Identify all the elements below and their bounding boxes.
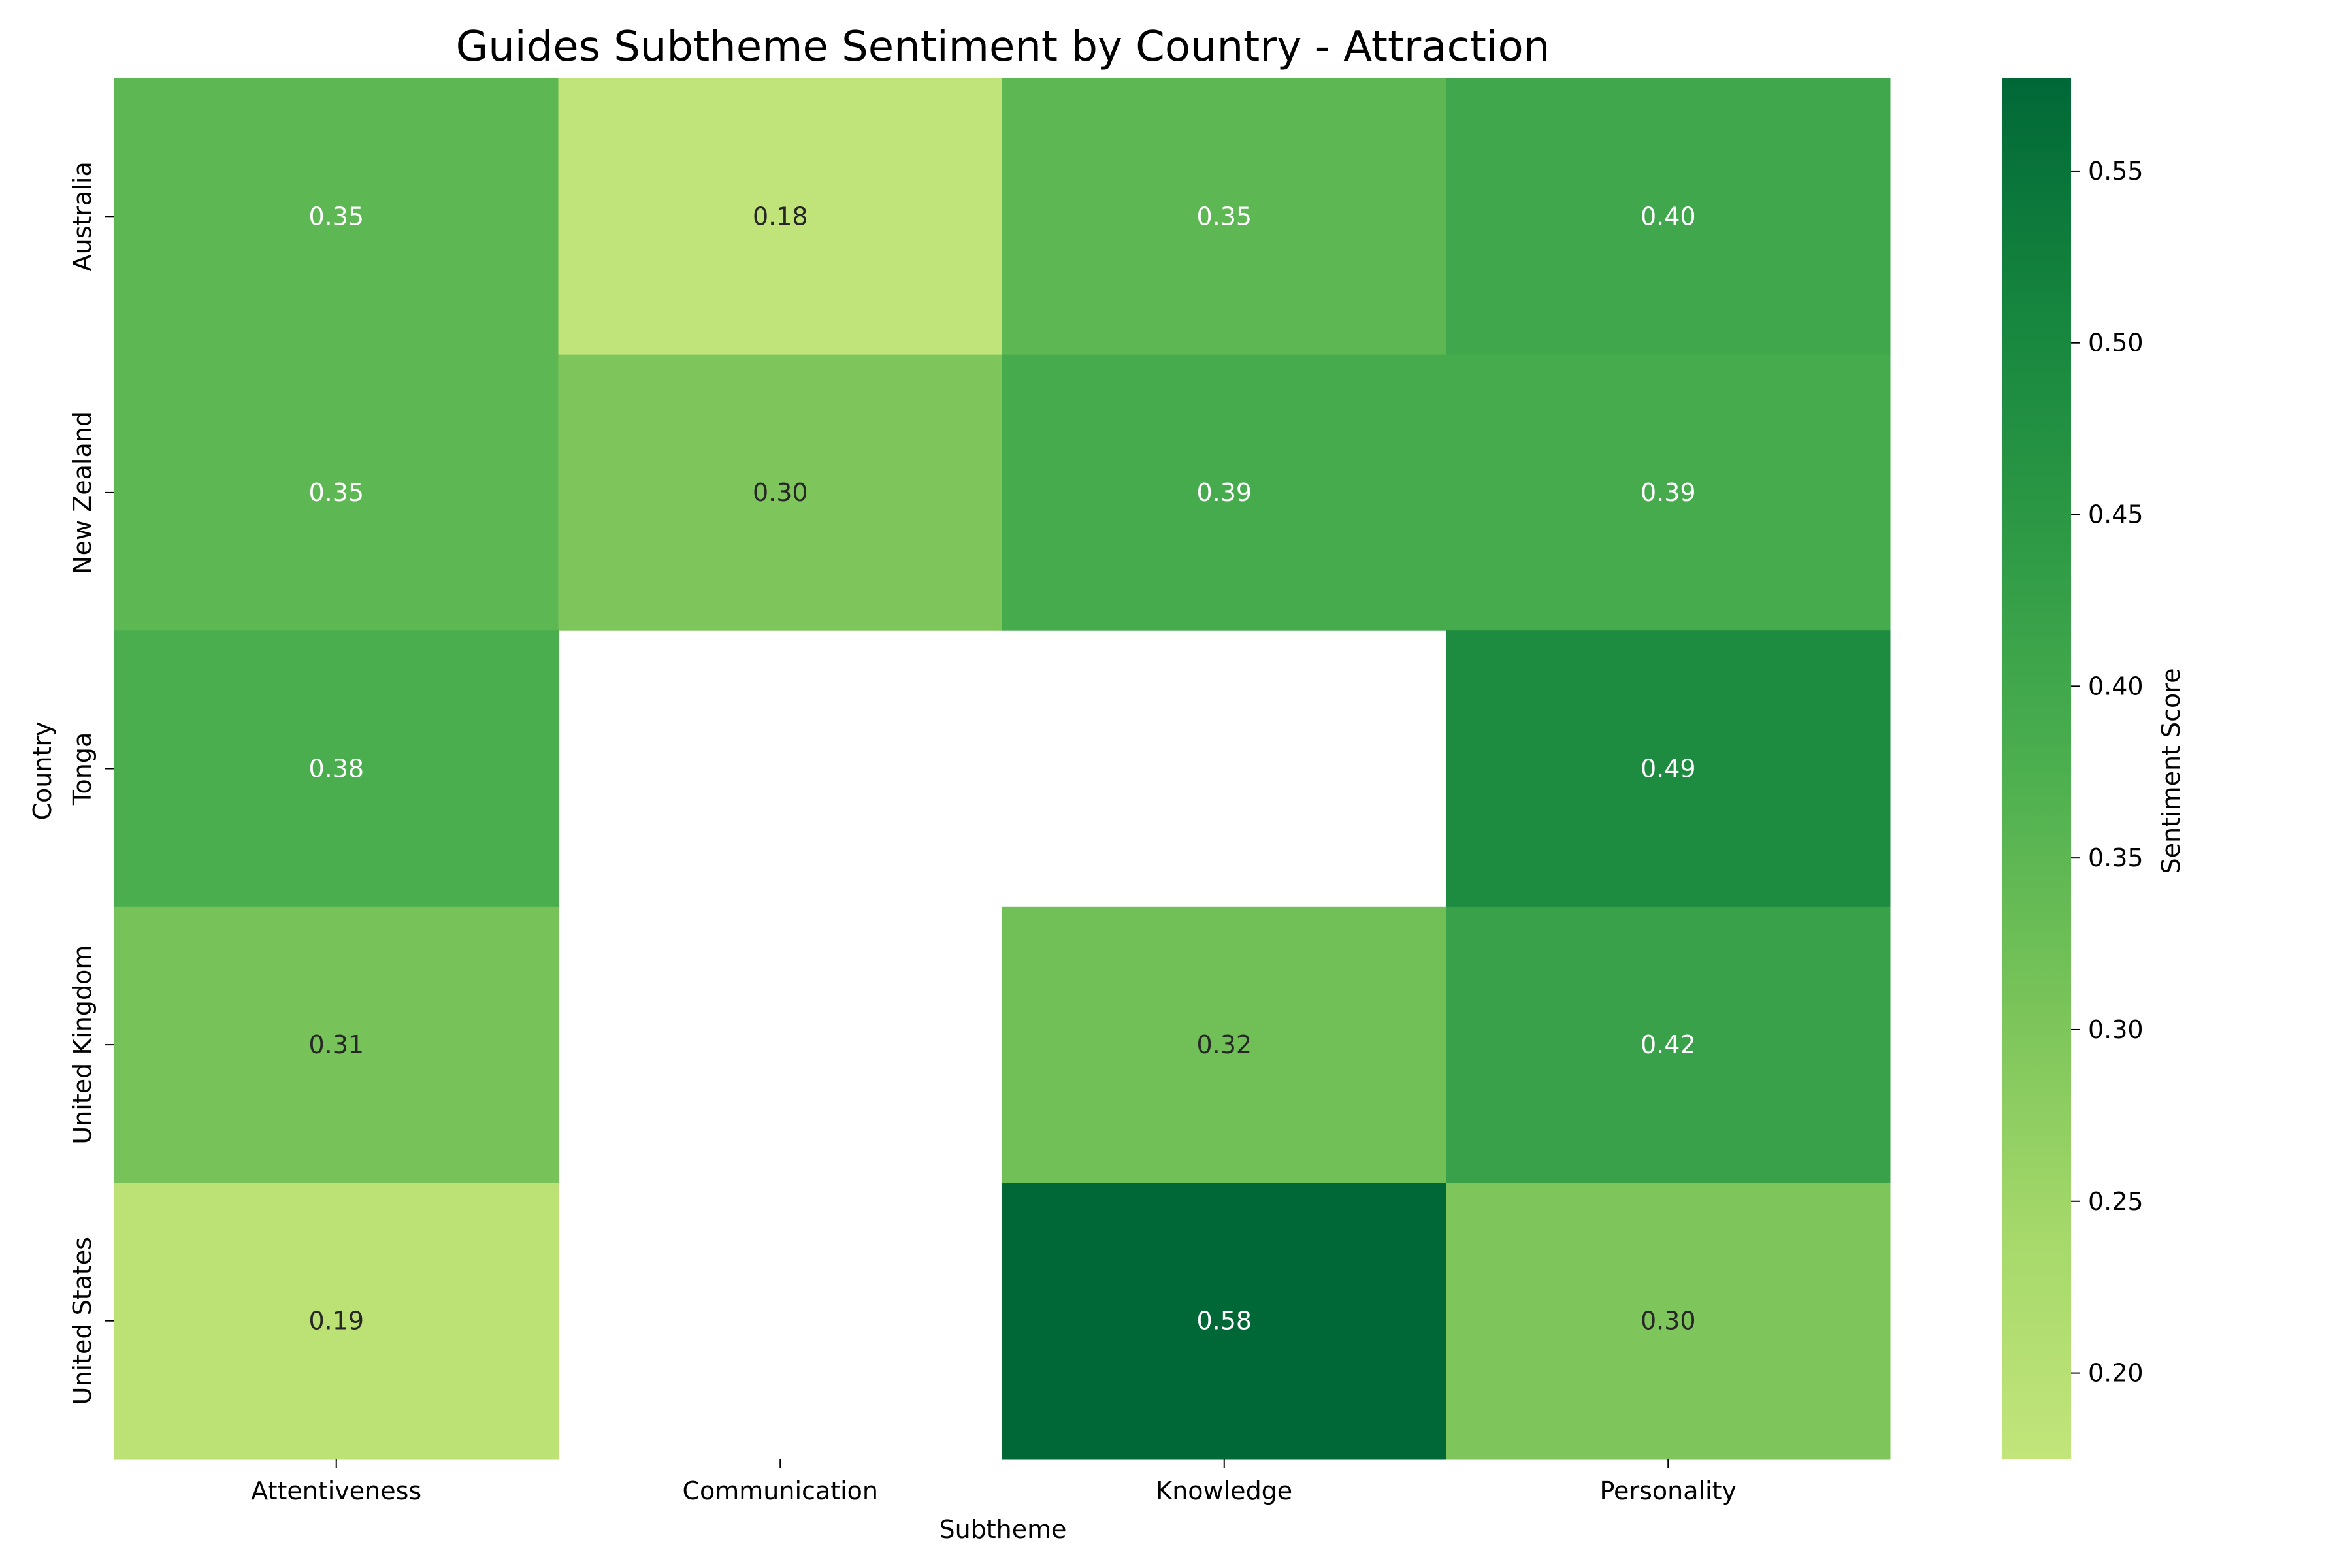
heatmap-cell <box>1446 630 1891 907</box>
cell-value-label: 0.32 <box>1196 1030 1252 1059</box>
x-tick-label: Personality <box>1600 1477 1737 1505</box>
cell-value-label: 0.38 <box>308 755 364 783</box>
cell-value-label: 0.31 <box>308 1030 364 1059</box>
y-axis: Australia New Zealand Tonga United Kingdom U… <box>68 161 114 1405</box>
heatmap-cell <box>1002 906 1446 1183</box>
heatmap-cell <box>1002 1183 1446 1460</box>
y-tick-label: New Zealand <box>68 411 97 574</box>
heatmap-cell <box>1002 78 1446 355</box>
heatmap-cell <box>114 906 559 1183</box>
x-axis-label: Subtheme <box>939 1515 1066 1544</box>
colorbar-tick-label: 0.30 <box>2088 1015 2144 1044</box>
heatmap-cell <box>558 354 1003 631</box>
heatmap-cell <box>1446 906 1891 1183</box>
cell-value-label: 0.42 <box>1641 1030 1696 1059</box>
cell-value-label: 0.35 <box>1196 202 1252 231</box>
y-tick-label: Australia <box>68 161 97 271</box>
y-tick-label: United Kingdom <box>68 945 97 1145</box>
heatmap-cell <box>1446 354 1891 631</box>
cell-value-label: 0.30 <box>753 478 808 507</box>
heatmap-cells <box>114 78 1891 1460</box>
heatmap-cell <box>114 630 559 907</box>
colorbar-tick-label: 0.40 <box>2088 672 2144 700</box>
chart-title: Guides Subtheme Sentiment by Country - A… <box>456 23 1550 71</box>
colorbar-tick-label: 0.35 <box>2088 843 2144 872</box>
cell-value-label: 0.40 <box>1641 202 1696 231</box>
cell-value-label: 0.49 <box>1641 755 1696 783</box>
cell-value-label: 0.35 <box>308 202 364 231</box>
heatmap-cell <box>1446 1183 1891 1460</box>
cell-value-label: 0.18 <box>753 202 808 231</box>
colorbar-label: Sentiment Score <box>2157 668 2185 874</box>
heatmap-cell <box>114 354 559 631</box>
heatmap-cell-labels: 0.35 0.18 0.35 0.40 0.35 0.30 0.39 0.39 0.38 0.49… <box>308 202 1695 1335</box>
heatmap-cell <box>558 78 1003 355</box>
x-axis: Attentiveness Communication Knowledge Perso… <box>251 1459 1737 1505</box>
x-tick-label: Knowledge <box>1156 1477 1292 1505</box>
heatmap-cell <box>114 78 559 355</box>
colorbar-tick-label: 0.50 <box>2088 329 2144 357</box>
y-tick-label: United States <box>68 1237 97 1405</box>
colorbar-tick-label: 0.45 <box>2088 500 2144 529</box>
y-tick-label: Tonga <box>68 732 97 806</box>
x-tick-label: Communication <box>682 1477 878 1505</box>
colorbar-tick-label: 0.20 <box>2088 1359 2144 1388</box>
heatmap-cell <box>1002 354 1446 631</box>
y-axis-label: Country <box>28 722 57 821</box>
cell-value-label: 0.19 <box>308 1307 364 1335</box>
cell-value-label: 0.39 <box>1641 478 1696 507</box>
colorbar-tick-label: 0.55 <box>2088 157 2144 186</box>
x-tick-label: Attentiveness <box>251 1477 421 1505</box>
cell-value-label: 0.58 <box>1196 1307 1252 1335</box>
colorbar-tick-label: 0.25 <box>2088 1187 2144 1216</box>
cell-value-label: 0.39 <box>1196 478 1252 507</box>
heatmap-cell <box>1446 78 1891 355</box>
heatmap-cell <box>114 1183 559 1460</box>
colorbar-gradient <box>2002 78 2071 1459</box>
cell-value-label: 0.35 <box>308 478 364 507</box>
cell-value-label: 0.30 <box>1641 1307 1696 1335</box>
colorbar: 0.20 0.25 0.30 0.35 0.40 0.45 0.50 0.55 <box>2002 78 2144 1459</box>
